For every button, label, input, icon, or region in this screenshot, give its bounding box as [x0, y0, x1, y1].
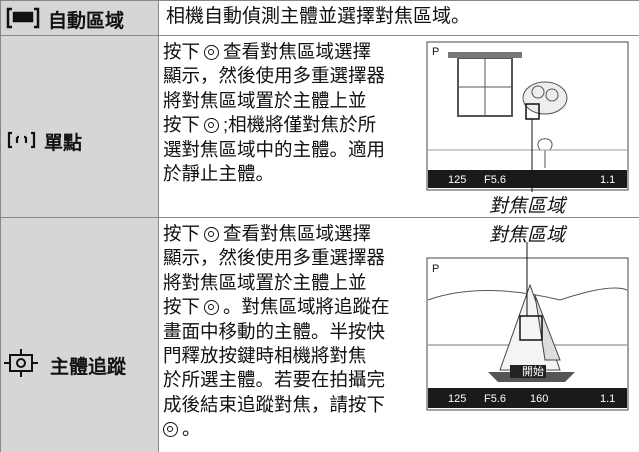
text: 將對焦區域置於主體上並 — [163, 271, 367, 293]
ok-icon — [204, 118, 220, 134]
ok-icon — [204, 45, 220, 60]
screen-tracking — [426, 242, 629, 411]
ok-icon — [163, 422, 178, 438]
text: 顯示，然後使用多重選擇器 — [163, 65, 386, 87]
text: 。 — [182, 418, 201, 440]
text: 。對焦區域將追蹤在 — [223, 296, 390, 318]
text: 於靜止主體。 — [163, 163, 275, 185]
ok-icon — [204, 227, 220, 242]
text: 按下 — [163, 41, 201, 62]
auto-area-icon — [6, 7, 40, 29]
screen-text: P — [432, 46, 439, 58]
row-description: 相機自動偵測主體並選擇對焦區域。 — [166, 6, 471, 27]
text: 查看對焦區域選擇 — [223, 41, 372, 62]
screen-single-point — [426, 41, 629, 192]
screen-text: P — [432, 263, 439, 275]
ok-icon — [204, 300, 220, 316]
screen-text: 125 — [448, 174, 466, 186]
text: ;相機將僅對焦於所 — [223, 114, 377, 136]
screen-text: 1.1 — [600, 174, 615, 186]
row-text: 按下 查看對焦區域選擇 顯示，然後使用多重選擇器 將對焦區域置於主體上並 按下 ;相… — [163, 40, 385, 186]
row-label: 自動區域 — [48, 11, 125, 32]
text: 於所選主體。若要在拍攝完 — [163, 369, 386, 391]
figure-caption: 對焦區域 — [488, 225, 565, 246]
text: 成後結束追蹤對焦，請按下 — [163, 393, 386, 415]
screen-text: F5.6 — [484, 174, 506, 186]
label-column — [0, 0, 158, 452]
single-point-icon — [7, 131, 36, 149]
text: 門釋放按鍵時相機將對焦 — [163, 345, 367, 367]
text: 將對焦區域置於主體上並 — [163, 89, 367, 111]
text: 選對焦區域中的主體。適用 — [163, 138, 386, 160]
screen-text: F5.6 — [484, 393, 506, 405]
row-label: 單點 — [44, 133, 83, 154]
figure-caption: 對焦區域 — [488, 196, 565, 217]
row-text: 按下 查看對焦區域選擇 顯示，然後使用多重選擇器 將對焦區域置於主體上並 按下 。對… — [163, 222, 390, 442]
text: 按下 — [163, 114, 201, 136]
screen-text: 開始 — [522, 364, 544, 378]
screen-text: 125 — [448, 393, 466, 405]
tracking-icon — [4, 349, 38, 377]
text: 按下 — [163, 296, 201, 318]
screen-text: 160 — [530, 393, 548, 405]
text: 查看對焦區域選擇 — [223, 223, 372, 244]
text: 按下 — [163, 223, 201, 244]
text: 顯示，然後使用多重選擇器 — [163, 247, 386, 269]
text: 畫面中移動的主體。半按快 — [163, 320, 386, 342]
row-label: 主體追蹤 — [50, 357, 127, 378]
screen-text: 1.1 — [600, 393, 615, 405]
